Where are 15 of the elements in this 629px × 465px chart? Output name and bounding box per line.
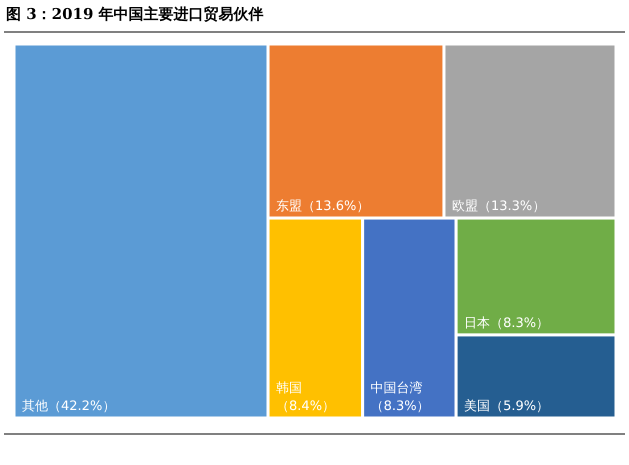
category-label: 其他 bbox=[22, 399, 48, 414]
data-label: （8.3%） bbox=[370, 399, 430, 414]
category-label: 中国台湾 bbox=[370, 380, 423, 396]
category-label: 日本 bbox=[464, 316, 490, 331]
category-label: 美国 bbox=[464, 398, 490, 414]
data-label: （13.3%） bbox=[478, 199, 546, 214]
category-label: 韩国 bbox=[276, 381, 302, 396]
data-label: （13.6%） bbox=[302, 199, 370, 214]
data-label: （8.4%） bbox=[276, 399, 336, 414]
data-label: （42.2%） bbox=[48, 399, 116, 414]
category-label: 欧盟 bbox=[452, 199, 478, 214]
data-label: （5.9%） bbox=[490, 399, 550, 414]
category-label: 东盟 bbox=[276, 199, 302, 214]
data-label: （8.3%） bbox=[490, 316, 550, 331]
text: 图 3：2019 年中国主要进口贸易伙伴 bbox=[6, 5, 264, 23]
